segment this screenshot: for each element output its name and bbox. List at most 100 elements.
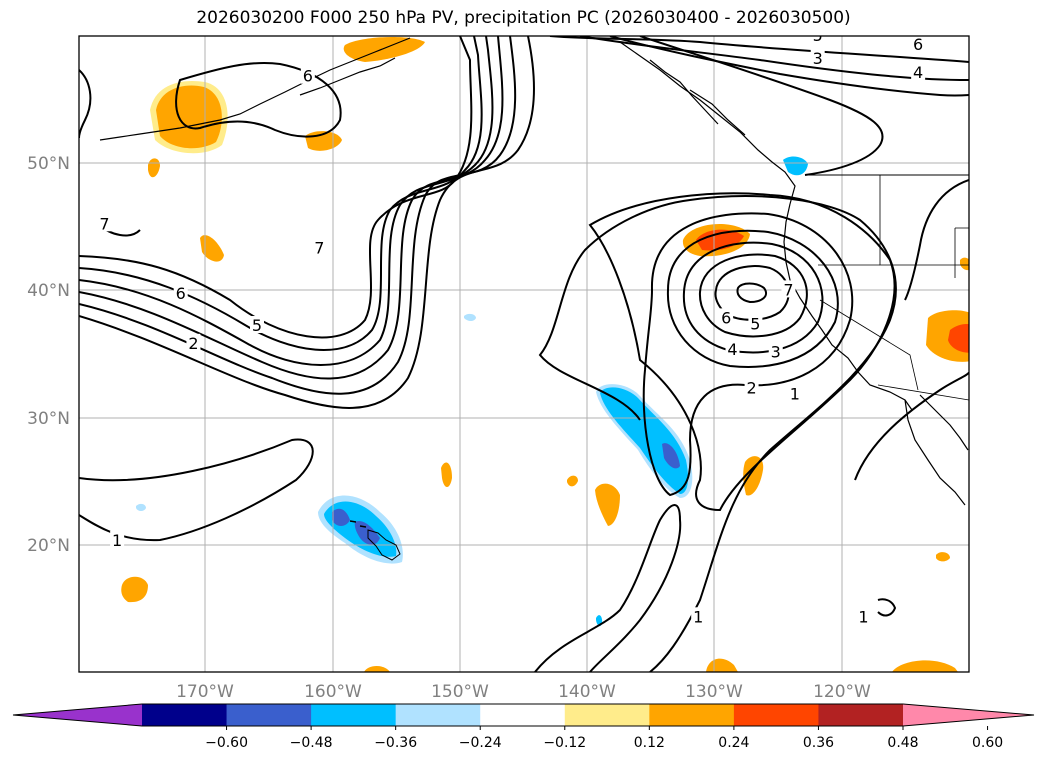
colorbar-segment: [395, 704, 481, 726]
pv-contour-6-nw: [175, 61, 342, 138]
lon-tick-label: 130°W: [685, 682, 743, 702]
pv-contour-1-east: [538, 195, 897, 672]
lon-tick-label: 120°W: [813, 682, 871, 702]
pv-contour-label: 3: [771, 343, 781, 362]
pv-contour-label: 6: [303, 67, 313, 86]
pv-label-background: [810, 36, 825, 43]
pv-label-background: [856, 607, 871, 625]
pv-contour-label: 6: [913, 35, 923, 54]
pv-contour-label: 4: [913, 63, 923, 82]
map-frame: [78, 35, 970, 673]
pv-contour-label: 1: [858, 607, 868, 626]
pv-label-background: [748, 314, 763, 332]
pv-label-background: [719, 308, 734, 326]
colorbar-segment: [226, 704, 312, 726]
pv-contour-2-west: [79, 36, 535, 409]
pv-contour-label: 1: [693, 607, 703, 626]
pv-contour-4-west: [79, 36, 504, 380]
pv-contour-label: 4: [727, 340, 737, 359]
colorbar-tick-label: −0.12: [543, 735, 586, 751]
colorbar-segment: [311, 704, 397, 726]
pv-contour-label: 3: [813, 49, 823, 68]
lon-tick-label: 170°W: [176, 682, 234, 702]
pv-contour-label: 5: [813, 26, 823, 45]
colorbar-segment: [649, 704, 735, 726]
colorbar-extend-low: [13, 704, 142, 726]
latitude-labels: 20°N 30°N 40°N 50°N: [27, 154, 70, 556]
colorbar: −0.60 −0.48 −0.36 −0.24 −0.12 0.12 0.24 0.36 0.4…: [12, 703, 1035, 751]
pv-contour-label: 2: [746, 378, 756, 397]
pv-label-background: [312, 238, 327, 256]
pv-contour-label: 7: [99, 214, 109, 233]
pv-label-background: [744, 378, 759, 396]
pv-label-background: [768, 342, 783, 360]
pv-label-background: [300, 66, 315, 84]
pv-label-background: [911, 62, 926, 80]
gridlines: [79, 36, 969, 672]
pv-label-background: [810, 48, 825, 66]
colorbar-extend-high: [903, 704, 1034, 726]
pv-label-background: [250, 316, 264, 334]
pv-contours: [79, 36, 969, 672]
lat-tick-label: 40°N: [27, 281, 70, 301]
longitude-labels: 170°W 160°W 150°W 140°W 130°W 120°W: [176, 682, 871, 702]
pv-contour-label: 5: [750, 315, 760, 334]
pv-contour-1-baja: [854, 371, 969, 481]
precip-shading: [121, 36, 969, 672]
chart-title: 2026030200 F000 250 hPa PV, precipitatio…: [196, 8, 851, 28]
pv-contour-label: 1: [790, 385, 800, 404]
colorbar-tick-label: −0.48: [290, 735, 333, 751]
lon-tick-label: 150°W: [431, 682, 489, 702]
coastlines: [99, 37, 969, 561]
pv-contour-6-west: [79, 36, 483, 351]
pv-label-background: [691, 607, 706, 625]
map-panel: [79, 36, 969, 672]
colorbar-segment: [142, 704, 228, 726]
colorbar-outline: [12, 703, 1035, 727]
colorbar-tick-label: −0.60: [205, 735, 248, 751]
pv-contour-7-low: [736, 282, 768, 304]
pv-contour-4-low: [682, 241, 824, 354]
lat-tick-label: 20°N: [27, 536, 70, 556]
pv-contour-1-south-west: [79, 438, 314, 542]
colorbar-tick-label: 0.36: [803, 735, 834, 751]
pv-contour-label: 6: [176, 284, 186, 303]
lon-tick-label: 140°W: [558, 682, 616, 702]
pv-contour-label: 5: [252, 316, 262, 335]
colorbar-tick-label: 0.48: [887, 735, 918, 751]
pv-label-background: [911, 36, 926, 52]
pv-label-background: [97, 214, 112, 232]
pv-contour-6-low: [714, 265, 790, 321]
pv-label-background: [725, 340, 740, 358]
pv-contour-7-west: [79, 36, 473, 339]
colorbar-tick-label: −0.24: [459, 735, 502, 751]
colorbar-segment: [480, 704, 566, 726]
lat-tick-label: 30°N: [27, 409, 70, 429]
colorbar-segment: [733, 704, 819, 726]
colorbar-segment: [818, 704, 904, 726]
pv-contour-label: 2: [188, 334, 198, 353]
pv-contour-3-west: [79, 36, 517, 395]
pv-label-background: [110, 530, 125, 548]
pv-contour-1-low: [588, 192, 896, 512]
pv-contour-3-low: [666, 229, 839, 368]
lon-tick-label: 160°W: [304, 682, 362, 702]
pv-contour-label: 1: [112, 531, 122, 550]
pv-contour-label: 6: [721, 308, 731, 327]
lat-tick-label: 50°N: [27, 154, 70, 174]
colorbar-tick-label: 0.24: [718, 735, 749, 751]
pv-label-background: [173, 284, 188, 302]
colorbar-tick-label: 0.60: [972, 735, 1003, 751]
pv-contour-5-west: [79, 36, 494, 366]
pv-label-background: [186, 333, 201, 351]
colorbar-tick-label: 0.12: [634, 735, 665, 751]
pv-contour-label: 7: [783, 280, 793, 299]
pv-contour-label: 7: [314, 238, 324, 257]
colorbar-tick-label: −0.36: [374, 735, 417, 751]
pv-label-background: [787, 384, 802, 402]
pv-contour-5-low: [698, 253, 808, 338]
colorbar-segment: [564, 704, 650, 726]
pv-label-background: [781, 280, 796, 298]
